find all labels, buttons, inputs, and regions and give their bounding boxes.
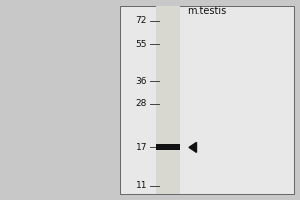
- Text: 17: 17: [136, 143, 147, 152]
- Text: m.testis: m.testis: [188, 6, 226, 16]
- Polygon shape: [189, 142, 196, 152]
- Bar: [120, 6, 294, 194]
- Text: 36: 36: [136, 77, 147, 86]
- Bar: [156, 6, 180, 194]
- Bar: [156, 144, 180, 150]
- Text: 72: 72: [136, 16, 147, 25]
- Text: 28: 28: [136, 99, 147, 108]
- Text: 11: 11: [136, 181, 147, 190]
- Text: 55: 55: [136, 40, 147, 49]
